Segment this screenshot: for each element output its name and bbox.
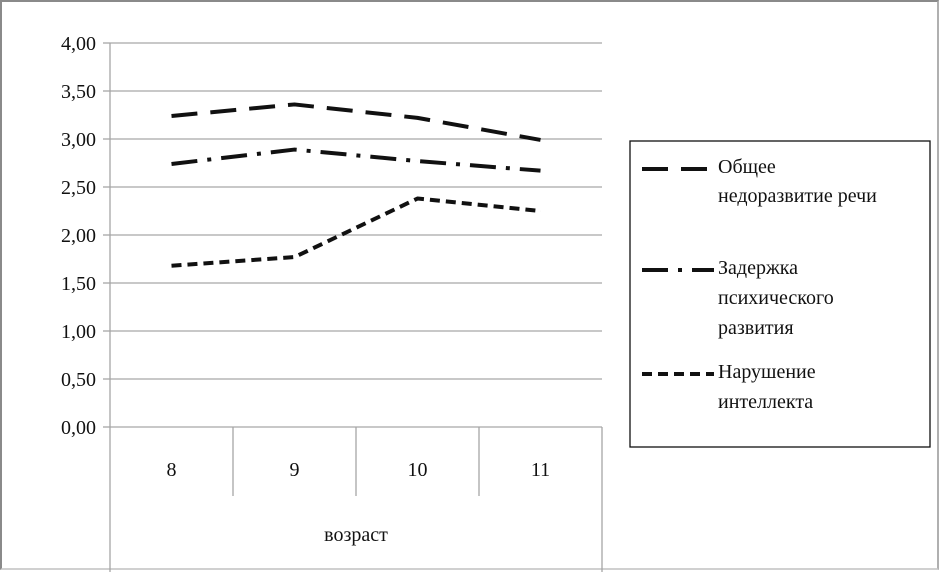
legend-label: развития [718, 317, 794, 339]
y-tick-label: 3,50 [61, 81, 96, 103]
y-tick-label: 0,50 [61, 369, 96, 391]
series-line-1 [172, 104, 541, 140]
y-tick-label: 3,00 [61, 129, 96, 151]
x-tick-label: 10 [408, 459, 428, 481]
y-tick-label: 1,00 [61, 321, 96, 343]
series-line-3 [172, 199, 541, 266]
x-tick-label: 8 [167, 459, 177, 481]
legend-label: психического [718, 287, 834, 309]
y-tick-label: 1,50 [61, 273, 96, 295]
legend-label: интеллекта [718, 391, 813, 413]
legend-label: Общее [718, 156, 776, 178]
legend-label: Нарушение [718, 361, 816, 383]
legend-label: Задержка [718, 257, 798, 279]
x-axis-title: возраст [324, 524, 388, 546]
y-tick-label: 2,00 [61, 225, 96, 247]
legend-label: недоразвитие речи [718, 185, 877, 207]
y-tick-label: 2,50 [61, 177, 96, 199]
series-line-2 [172, 150, 541, 171]
x-tick-label: 11 [531, 459, 550, 481]
x-tick-label: 9 [290, 459, 300, 481]
y-tick-label: 4,00 [61, 33, 96, 55]
y-tick-label: 0,00 [61, 417, 96, 439]
